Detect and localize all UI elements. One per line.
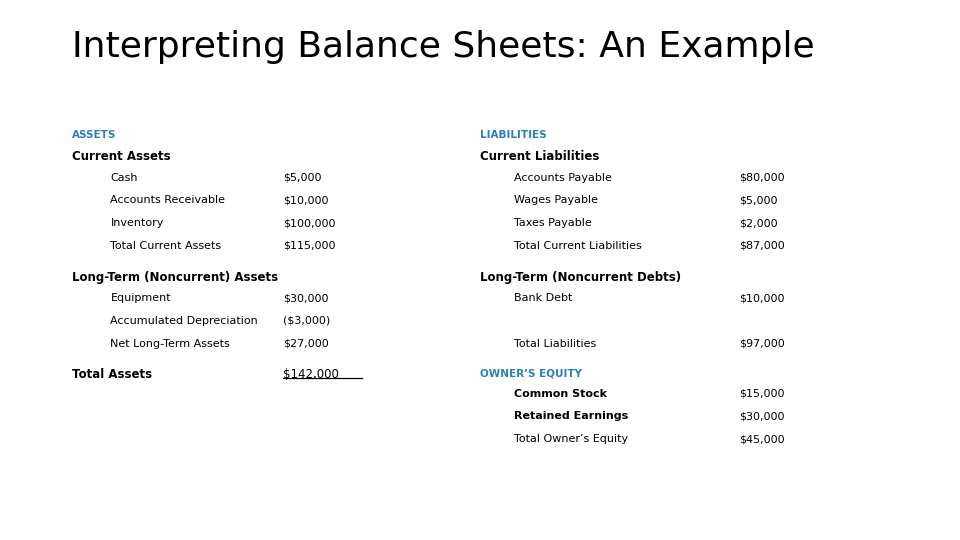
Text: Current Assets: Current Assets: [72, 150, 171, 163]
Text: Bank Debt: Bank Debt: [514, 293, 572, 303]
Text: $27,000: $27,000: [283, 339, 329, 349]
Text: Taxes Payable: Taxes Payable: [514, 218, 591, 228]
Text: Accounts Receivable: Accounts Receivable: [110, 195, 226, 206]
Text: Long-Term (Noncurrent Debts): Long-Term (Noncurrent Debts): [480, 271, 682, 284]
Text: Total Owner’s Equity: Total Owner’s Equity: [514, 434, 628, 444]
Text: $100,000: $100,000: [283, 218, 336, 228]
Text: ASSETS: ASSETS: [72, 130, 116, 140]
Text: Interpreting Balance Sheets: An Example: Interpreting Balance Sheets: An Example: [72, 30, 815, 64]
Text: Equipment: Equipment: [110, 293, 171, 303]
Text: $80,000: $80,000: [739, 173, 785, 183]
Text: $45,000: $45,000: [739, 434, 785, 444]
Text: $10,000: $10,000: [739, 293, 784, 303]
Text: Inventory: Inventory: [110, 218, 164, 228]
Text: ($3,000): ($3,000): [283, 316, 330, 326]
Text: Current Liabilities: Current Liabilities: [480, 150, 599, 163]
Text: Total Current Liabilities: Total Current Liabilities: [514, 241, 641, 251]
Text: Retained Earnings: Retained Earnings: [514, 411, 628, 422]
Text: Long-Term (Noncurrent) Assets: Long-Term (Noncurrent) Assets: [72, 271, 278, 284]
Text: Total Current Assets: Total Current Assets: [110, 241, 222, 251]
Text: $142,000: $142,000: [283, 368, 339, 381]
Text: $5,000: $5,000: [283, 173, 322, 183]
Text: $30,000: $30,000: [283, 293, 328, 303]
Text: Accounts Payable: Accounts Payable: [514, 173, 612, 183]
Text: $115,000: $115,000: [283, 241, 336, 251]
Text: $30,000: $30,000: [739, 411, 784, 422]
Text: Total Liabilities: Total Liabilities: [514, 339, 596, 349]
Text: Total Assets: Total Assets: [72, 368, 152, 381]
Text: $2,000: $2,000: [739, 218, 778, 228]
Text: $5,000: $5,000: [739, 195, 778, 206]
Text: $97,000: $97,000: [739, 339, 785, 349]
Text: Net Long-Term Assets: Net Long-Term Assets: [110, 339, 230, 349]
Text: LIABILITIES: LIABILITIES: [480, 130, 546, 140]
Text: Accumulated Depreciation: Accumulated Depreciation: [110, 316, 258, 326]
Text: Cash: Cash: [110, 173, 138, 183]
Text: OWNER’S EQUITY: OWNER’S EQUITY: [480, 368, 582, 379]
Text: Common Stock: Common Stock: [514, 389, 607, 399]
Text: $87,000: $87,000: [739, 241, 785, 251]
Text: Wages Payable: Wages Payable: [514, 195, 597, 206]
Text: $15,000: $15,000: [739, 389, 784, 399]
Text: $10,000: $10,000: [283, 195, 328, 206]
